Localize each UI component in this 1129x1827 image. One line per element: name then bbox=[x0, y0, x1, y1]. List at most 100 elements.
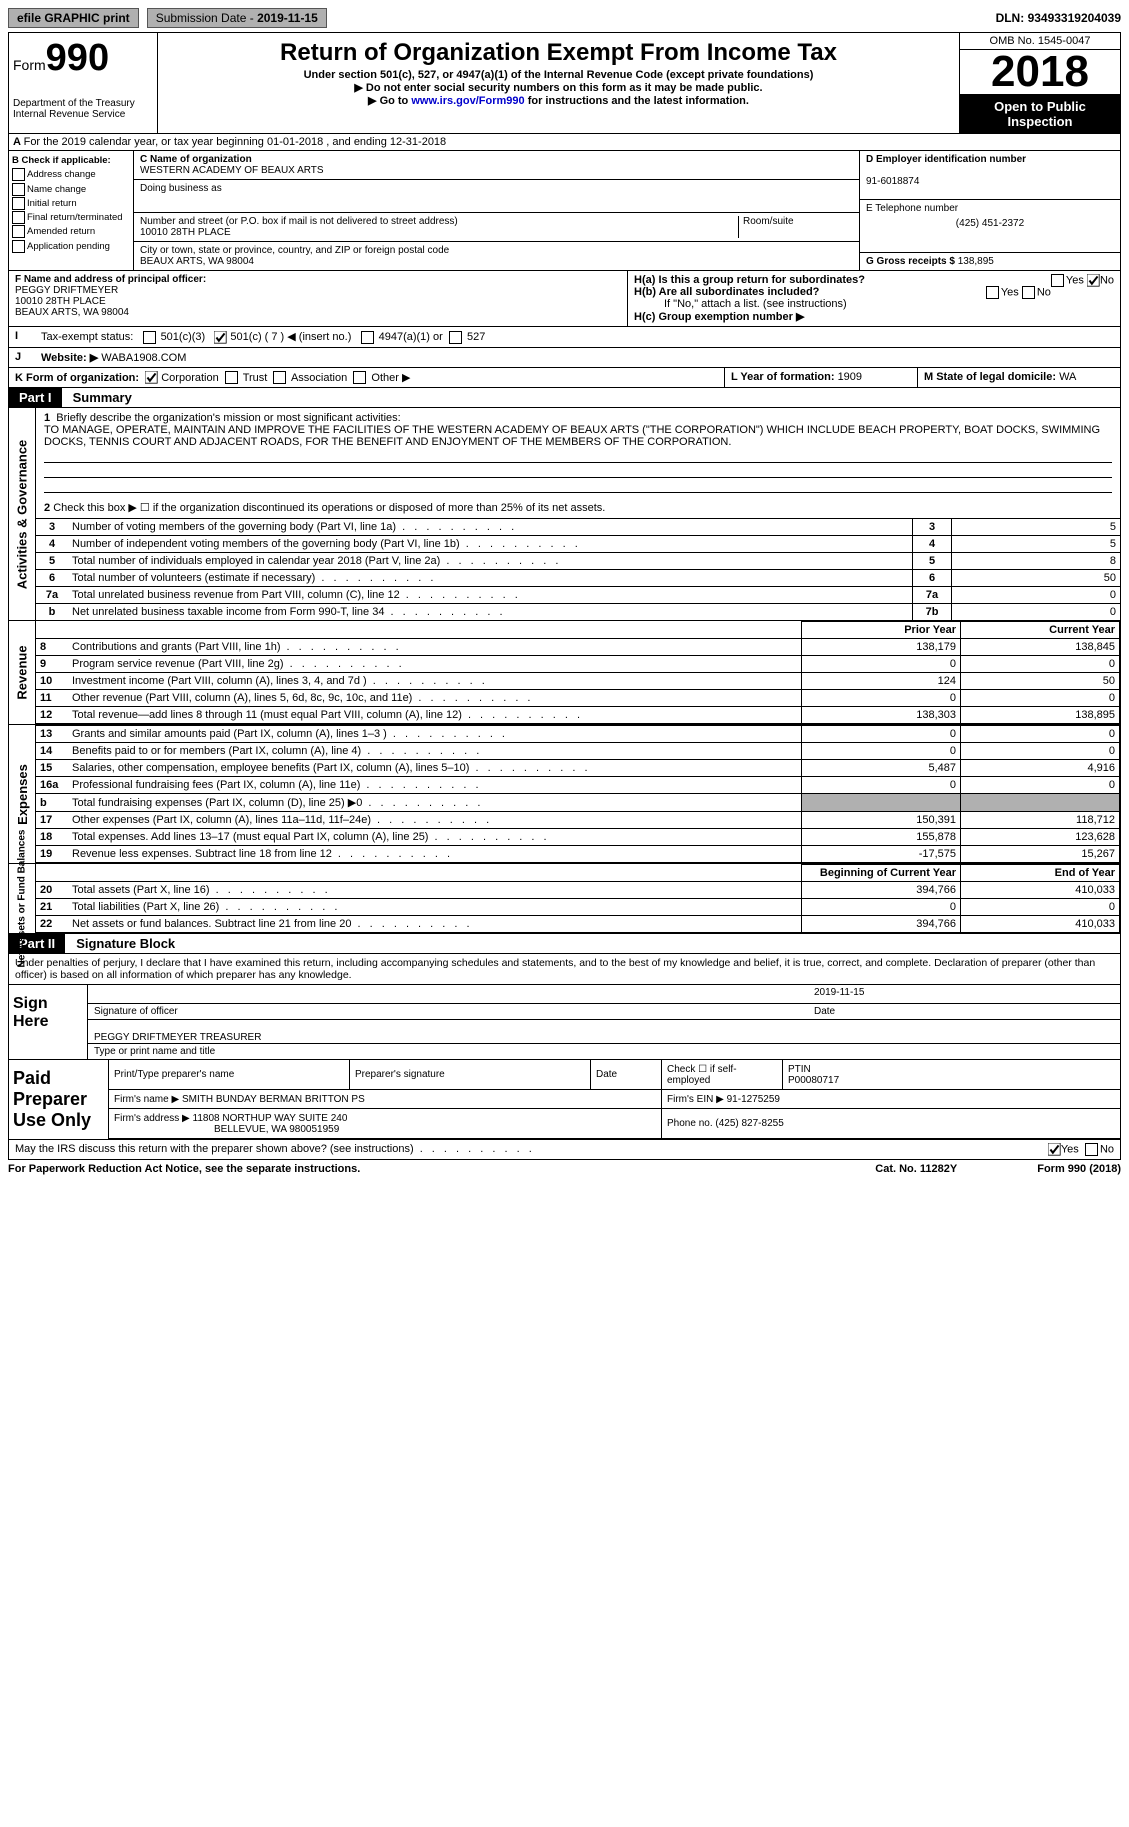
preparer-table: Print/Type preparer's name Preparer's si… bbox=[109, 1060, 1120, 1139]
sig-officer-label: Signature of officer bbox=[94, 1006, 814, 1017]
table-row: 21Total liabilities (Part X, line 26)00 bbox=[36, 899, 1120, 916]
gross-value: 138,895 bbox=[958, 256, 994, 267]
activities-governance-section: Activities & Governance 1 Briefly descri… bbox=[8, 408, 1121, 621]
check-icon bbox=[145, 371, 158, 384]
table-row: 5Total number of individuals employed in… bbox=[36, 553, 1120, 570]
org-name-value: WESTERN ACADEMY OF BEAUX ARTS bbox=[140, 165, 324, 176]
principal-row: F Name and address of principal officer:… bbox=[8, 271, 1121, 327]
ha-yes-cb[interactable] bbox=[1051, 274, 1064, 287]
k-label: K Form of organization: bbox=[15, 372, 139, 384]
f-label: F Name and address of principal officer: bbox=[15, 274, 206, 285]
cb-initial-return[interactable]: Initial return bbox=[12, 197, 130, 211]
tax-status-row: I Tax-exempt status: 501(c)(3) 501(c) ( … bbox=[8, 327, 1121, 348]
opt-501c3: 501(c)(3) bbox=[161, 331, 206, 343]
table-row: 12Total revenue—add lines 8 through 11 (… bbox=[36, 707, 1120, 724]
signature-block: Under penalties of perjury, I declare th… bbox=[8, 954, 1121, 1060]
top-bar: efile GRAPHIC print Submission Date - 20… bbox=[8, 8, 1121, 28]
ha-text: H(a) Is this a group return for subordin… bbox=[634, 274, 865, 286]
mission-text: TO MANAGE, OPERATE, MAINTAIN AND IMPROVE… bbox=[44, 424, 1100, 448]
firm-addr-label: Firm's address ▶ bbox=[114, 1113, 193, 1124]
header-right: OMB No. 1545-0047 2018 Open to Public In… bbox=[959, 33, 1120, 133]
opt-trust: Trust bbox=[243, 372, 268, 384]
ha-yes: Yes bbox=[1066, 274, 1084, 286]
firm-addr1: 11808 NORTHUP WAY SUITE 240 bbox=[193, 1113, 348, 1124]
l-value: 1909 bbox=[838, 371, 862, 383]
opt-corp: Corporation bbox=[161, 372, 218, 384]
discuss-yes: Yes bbox=[1061, 1144, 1079, 1156]
opt-assoc: Association bbox=[291, 372, 347, 384]
pra-notice: For Paperwork Reduction Act Notice, see … bbox=[8, 1163, 360, 1175]
hb-no: No bbox=[1037, 286, 1051, 298]
submission-date-value: 2019-11-15 bbox=[257, 11, 318, 25]
submission-date-label: Submission Date - bbox=[156, 11, 257, 25]
table-row: 9Program service revenue (Part VIII, lin… bbox=[36, 656, 1120, 673]
revenue-content: Prior YearCurrent Year8Contributions and… bbox=[36, 621, 1120, 724]
cb-trust[interactable] bbox=[225, 371, 238, 384]
cb-address-change[interactable]: Address change bbox=[12, 168, 130, 182]
table-row: 10Investment income (Part VIII, column (… bbox=[36, 673, 1120, 690]
cb-final-return[interactable]: Final return/terminated bbox=[12, 211, 130, 225]
table-row: 20Total assets (Part X, line 16)394,7664… bbox=[36, 882, 1120, 899]
prep-row3: Firm's address ▶ 11808 NORTHUP WAY SUITE… bbox=[109, 1109, 1120, 1139]
table-row: 14Benefits paid to or for members (Part … bbox=[36, 743, 1120, 760]
revenue-table: Prior YearCurrent Year8Contributions and… bbox=[36, 621, 1120, 724]
sig-date-label: Date bbox=[814, 1006, 1114, 1017]
prep-sig-label: Preparer's signature bbox=[350, 1060, 591, 1090]
part1-header: Part I bbox=[9, 388, 62, 407]
discuss-no-cb[interactable] bbox=[1085, 1143, 1098, 1156]
sig-declaration: Under penalties of perjury, I declare th… bbox=[9, 954, 1120, 984]
hc-row: H(c) Group exemption number ▶ bbox=[634, 310, 1114, 323]
street-cell: Number and street (or P.O. box if mail i… bbox=[140, 216, 739, 238]
part2-title: Signature Block bbox=[68, 936, 175, 951]
mission-line bbox=[44, 448, 1112, 463]
form-title: Return of Organization Exempt From Incom… bbox=[162, 39, 955, 67]
cb-amended-return[interactable]: Amended return bbox=[12, 225, 130, 239]
bottom-footer: For Paperwork Reduction Act Notice, see … bbox=[8, 1160, 1121, 1175]
efile-button[interactable]: efile GRAPHIC print bbox=[8, 8, 139, 28]
table-row: 17Other expenses (Part IX, column (A), l… bbox=[36, 812, 1120, 829]
hb-row: H(b) Are all subordinates included? Yes … bbox=[634, 286, 1114, 298]
cb-4947[interactable] bbox=[361, 331, 374, 344]
officer-typed-name: PEGGY DRIFTMEYER TREASURER bbox=[88, 1020, 1120, 1044]
col-right: D Employer identification number 91-6018… bbox=[859, 151, 1120, 270]
submission-date: Submission Date - 2019-11-15 bbox=[147, 8, 327, 28]
hb-yes-cb[interactable] bbox=[986, 286, 999, 299]
table-row: 18Total expenses. Add lines 13–17 (must … bbox=[36, 829, 1120, 846]
hb-text: H(b) Are all subordinates included? bbox=[634, 286, 819, 298]
hb-no-cb[interactable] bbox=[1022, 286, 1035, 299]
entity-block: B Check if applicable: Address change Na… bbox=[8, 151, 1121, 271]
tel-cell: E Telephone number (425) 451-2372 bbox=[860, 200, 1120, 253]
sub3b: for instructions and the latest informat… bbox=[525, 95, 749, 107]
room-label: Room/suite bbox=[743, 216, 794, 227]
table-row: 13Grants and similar amounts paid (Part … bbox=[36, 726, 1120, 743]
firm-name-label: Firm's name ▶ bbox=[114, 1094, 182, 1105]
cb-name-change[interactable]: Name change bbox=[12, 183, 130, 197]
cb-application-pending[interactable]: Application pending bbox=[12, 240, 130, 254]
hb-note: If "No," attach a list. (see instruction… bbox=[634, 298, 1114, 310]
firm-ein-cell: Firm's EIN ▶ 91-1275259 bbox=[662, 1090, 1121, 1109]
firm-name-cell: Firm's name ▶ SMITH BUNDAY BERMAN BRITTO… bbox=[109, 1090, 662, 1109]
table-row: 7aTotal unrelated business revenue from … bbox=[36, 587, 1120, 604]
principal-officer: F Name and address of principal officer:… bbox=[9, 271, 628, 326]
cb-other[interactable] bbox=[353, 371, 366, 384]
form-990-num: 990 bbox=[46, 37, 109, 79]
address-row: Number and street (or P.O. box if mail i… bbox=[134, 213, 859, 242]
cb-527[interactable] bbox=[449, 331, 462, 344]
cb-assoc[interactable] bbox=[273, 371, 286, 384]
sig-date-value: 2019-11-15 bbox=[814, 987, 1114, 1001]
gross-label: G Gross receipts $ bbox=[866, 256, 958, 267]
col-b-title: B Check if applicable: bbox=[12, 154, 130, 168]
irs-link[interactable]: www.irs.gov/Form990 bbox=[411, 95, 524, 107]
cb-501c3[interactable] bbox=[143, 331, 156, 344]
firm-ein-value: 91-1275259 bbox=[727, 1094, 780, 1105]
mission-line bbox=[44, 463, 1112, 478]
firm-addr2: BELLEVUE, WA 980051959 bbox=[114, 1124, 339, 1135]
sig-fields: 2019-11-15 Signature of officer Date PEG… bbox=[88, 985, 1120, 1059]
tel-value: (425) 451-2372 bbox=[866, 218, 1114, 229]
table-row: 3Number of voting members of the governi… bbox=[36, 519, 1120, 536]
sig-date-line: 2019-11-15 bbox=[88, 985, 1120, 1004]
city-label: City or town, state or province, country… bbox=[140, 245, 449, 256]
gross-cell: G Gross receipts $ 138,895 bbox=[860, 253, 1120, 270]
side-label-activities: Activities & Governance bbox=[9, 408, 36, 620]
prep-name-label: Print/Type preparer's name bbox=[109, 1060, 350, 1090]
